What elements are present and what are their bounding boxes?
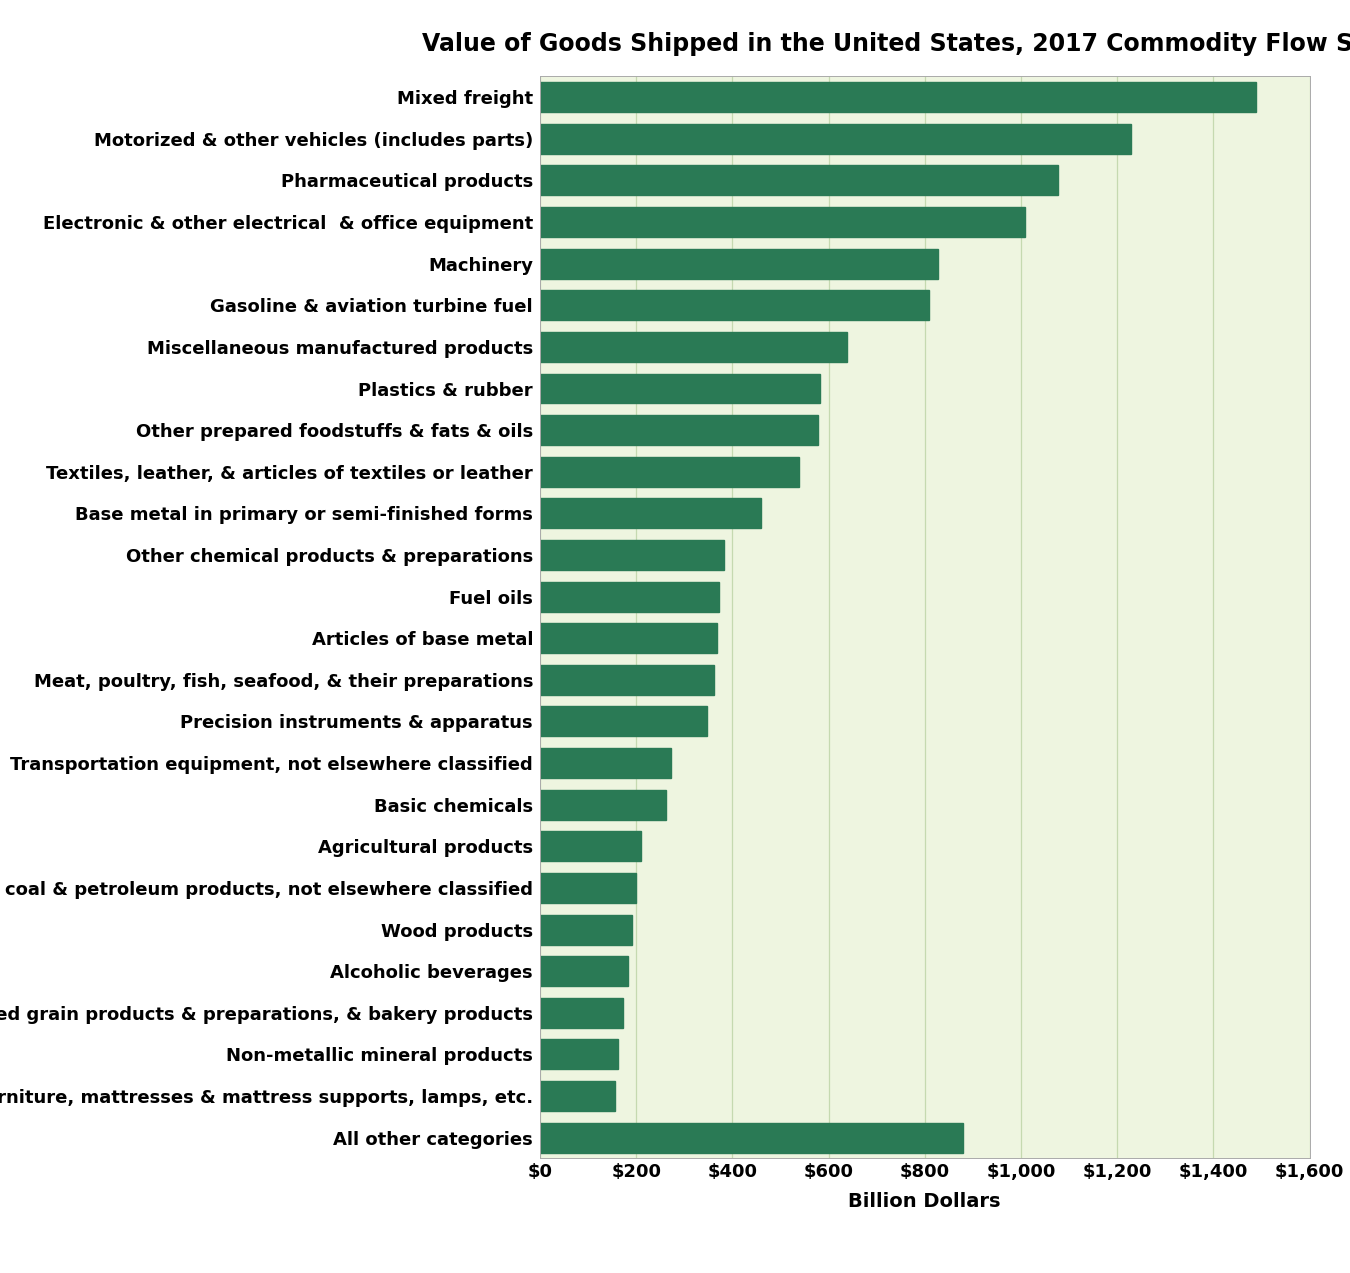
Bar [540, 707, 707, 736]
Bar [540, 665, 714, 695]
X-axis label: Billion Dollars: Billion Dollars [849, 1193, 1000, 1212]
Bar [540, 83, 1256, 112]
Bar [540, 749, 671, 778]
Bar [540, 1081, 614, 1111]
Bar [540, 1039, 618, 1069]
Bar [540, 789, 667, 820]
Bar [540, 457, 799, 486]
Bar [540, 540, 724, 570]
Bar [540, 290, 929, 321]
Bar [540, 498, 761, 528]
Bar [540, 914, 632, 945]
Bar [540, 624, 717, 653]
Bar [540, 373, 821, 404]
Bar [540, 123, 1130, 154]
Bar [540, 873, 636, 903]
Bar [540, 956, 628, 987]
Bar [540, 582, 720, 611]
Bar [540, 831, 641, 862]
Bar [540, 165, 1058, 195]
Bar [540, 248, 938, 279]
Bar [540, 207, 1025, 237]
Bar [540, 415, 818, 446]
Title: Value of Goods Shipped in the United States, 2017 Commodity Flow Survey: Value of Goods Shipped in the United Sta… [421, 32, 1350, 56]
Bar [540, 998, 624, 1027]
Bar [540, 332, 846, 362]
Bar [540, 1123, 964, 1152]
